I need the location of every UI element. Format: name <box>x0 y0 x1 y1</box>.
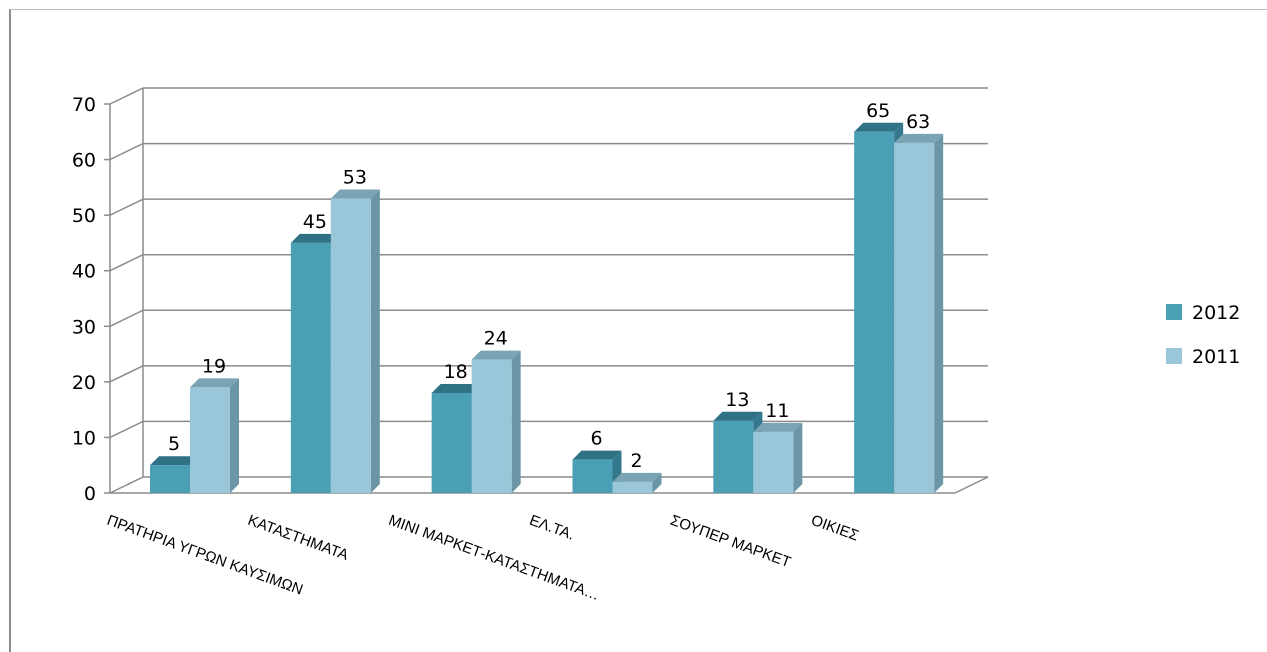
data-label: 24 <box>484 328 508 350</box>
y-tick-label: 50 <box>72 205 96 227</box>
y-tick-label: 60 <box>72 150 96 172</box>
bar-top <box>612 472 662 482</box>
legend-swatch-2011 <box>1166 348 1182 364</box>
category-label: ΚΑΤΑΣΤΗΜΑΤΑ <box>245 512 350 564</box>
data-label: 19 <box>202 355 226 377</box>
data-label: 13 <box>725 389 749 411</box>
bar-top <box>290 233 340 243</box>
y-tick-label: 10 <box>72 427 96 449</box>
bar-side <box>652 472 662 493</box>
y-tick-label: 40 <box>72 261 96 283</box>
legend-label-2011: 2011 <box>1192 346 1240 368</box>
legend: 2012 2011 <box>1166 302 1240 368</box>
bar <box>330 198 371 493</box>
bar-top <box>471 350 521 360</box>
bar-side <box>934 133 944 493</box>
data-label: 5 <box>168 433 180 455</box>
floor-right-edge <box>954 476 989 494</box>
chart-frame <box>9 9 1267 652</box>
bar-top <box>150 456 199 466</box>
category-label: ΕΛ.ΤΑ. <box>527 512 576 544</box>
gridline-diagonal <box>109 420 144 439</box>
bar-side <box>370 189 380 493</box>
bar-side <box>230 378 239 493</box>
data-label: 53 <box>343 166 367 188</box>
data-label: 63 <box>906 111 930 133</box>
legend-label-2012: 2012 <box>1192 302 1240 324</box>
bar-side <box>793 422 803 493</box>
data-label: 45 <box>303 211 327 233</box>
bar-top <box>330 189 380 199</box>
legend-swatch-2012 <box>1166 304 1182 320</box>
bar-top <box>713 411 763 421</box>
bar <box>150 465 190 493</box>
bar-top <box>431 383 481 393</box>
bar-side <box>511 350 521 493</box>
data-label: 11 <box>765 400 789 422</box>
bar <box>190 387 230 493</box>
y-tick-label: 30 <box>72 316 96 338</box>
bar <box>753 431 794 493</box>
bar-top <box>753 422 803 432</box>
category-label: ΟΙΚΙΕΣ <box>809 512 861 545</box>
grid-layer <box>104 87 989 494</box>
data-label: 65 <box>866 100 890 122</box>
bar <box>572 459 613 493</box>
bar <box>471 359 512 493</box>
data-label: 18 <box>444 361 468 383</box>
gridline-diagonal <box>109 365 144 383</box>
gridline-diagonal <box>109 476 144 494</box>
data-label: 2 <box>630 450 642 472</box>
y-tick-label: 0 <box>84 483 96 505</box>
bar <box>612 481 653 493</box>
bar-top <box>572 450 622 460</box>
bar-top <box>894 133 944 143</box>
bar-top <box>854 122 904 132</box>
gridline-diagonal <box>109 198 144 216</box>
gridline-diagonal <box>109 87 144 105</box>
y-tick-label: 20 <box>72 372 96 394</box>
gridline-diagonal <box>109 142 144 161</box>
bar-top <box>190 378 239 388</box>
category-label: ΣΟΥΠΕΡ ΜΑΡΚΕΤ <box>668 512 793 571</box>
bar <box>713 420 754 493</box>
bar <box>431 392 472 493</box>
y-tick-label: 70 <box>72 94 96 116</box>
bar <box>854 131 895 494</box>
bar <box>894 142 935 493</box>
bar <box>290 242 331 493</box>
gridline-diagonal <box>109 309 144 327</box>
data-label: 6 <box>590 428 602 450</box>
bar-layer <box>150 122 944 494</box>
gridline-diagonal <box>109 254 144 272</box>
